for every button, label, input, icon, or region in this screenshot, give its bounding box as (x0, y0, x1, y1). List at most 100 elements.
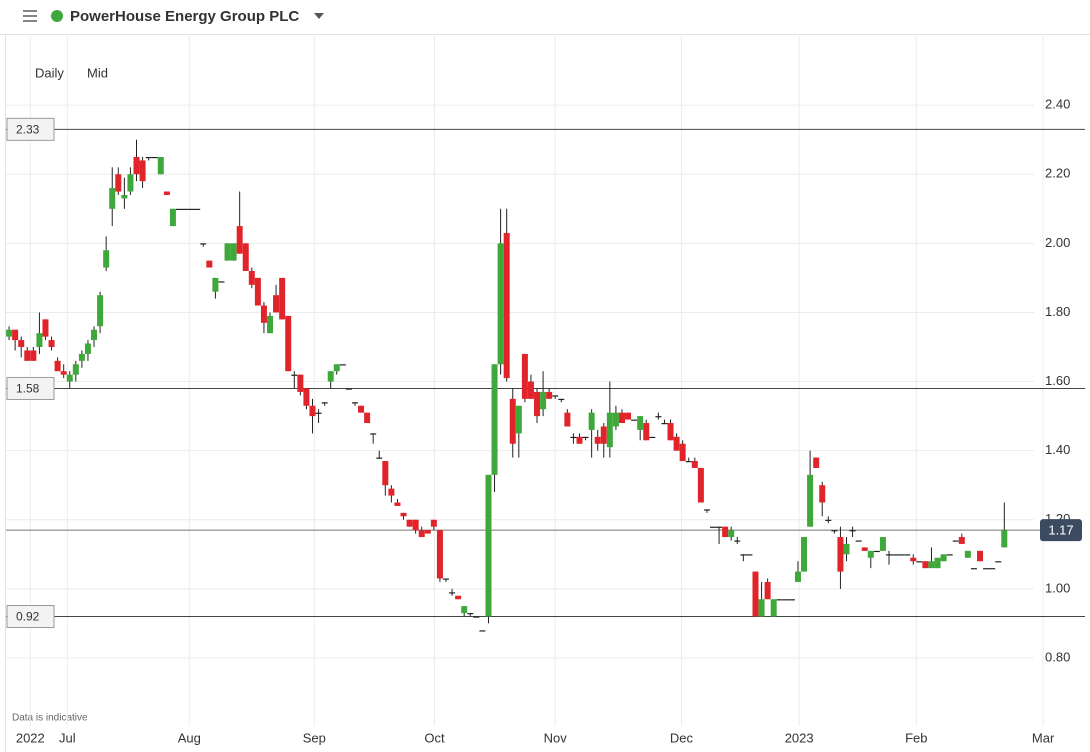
y-tick-label: 2.00 (1045, 235, 1070, 250)
candle-body (752, 571, 759, 617)
candle-body (831, 530, 838, 532)
candle-body (503, 232, 510, 379)
candle-body (570, 436, 577, 439)
candle-body (145, 156, 152, 159)
candle-body (673, 436, 680, 451)
candle-body (855, 540, 862, 542)
candle-body (722, 526, 729, 538)
candle-body (461, 606, 468, 614)
candle-body (412, 519, 419, 531)
candle-body (182, 208, 189, 210)
reference-label-box (6, 605, 55, 629)
candle-body (782, 599, 789, 601)
candle-body (103, 250, 110, 268)
price-type-button[interactable]: Mid (87, 65, 108, 80)
candle-body (436, 530, 443, 579)
candle-body (540, 391, 547, 410)
last-price-box (1040, 519, 1082, 542)
candle-body (843, 543, 850, 555)
reference-label-box (6, 376, 55, 400)
candle-body (576, 436, 583, 444)
dropdown-caret[interactable] (314, 13, 324, 19)
footnote: Data is indicative (12, 713, 88, 724)
candle-body (84, 343, 91, 354)
candle-body (807, 474, 814, 527)
candle-body (370, 433, 377, 435)
candle-body (916, 561, 923, 563)
candle-body (376, 457, 383, 459)
candle-body (254, 277, 261, 306)
candle-body (273, 295, 280, 313)
candle-body (631, 419, 638, 421)
candle-body (388, 488, 395, 496)
candle-body (819, 485, 826, 503)
candle-body (163, 191, 170, 195)
candle-body (242, 243, 249, 271)
menu-icon[interactable] (23, 10, 37, 22)
candle-body (879, 537, 886, 551)
candle-body (91, 329, 98, 341)
candle-body (491, 364, 498, 475)
candle-body (776, 599, 783, 601)
candle-body (248, 270, 255, 285)
candle-body (691, 461, 698, 468)
candle-body (582, 436, 589, 439)
candle-body (716, 526, 723, 528)
interval-button[interactable]: Daily (35, 65, 64, 80)
candle-body (892, 554, 899, 556)
candle-body (406, 519, 413, 527)
instrument-title[interactable]: PowerHouse Energy Group PLC (70, 8, 299, 25)
candle-body (18, 340, 25, 348)
candle-body (267, 315, 274, 334)
candle-body (837, 537, 844, 572)
candle-body (151, 156, 158, 159)
candle-body (612, 412, 619, 427)
candle-body (54, 360, 61, 372)
x-tick-label: Dec (670, 730, 694, 745)
candle-body (139, 160, 146, 182)
y-tick-label: 1.00 (1045, 580, 1070, 595)
x-tick-label: Oct (424, 730, 445, 745)
candle-body (218, 281, 225, 283)
candle-body (321, 402, 328, 404)
candle-body (983, 568, 990, 570)
candle-body (746, 554, 753, 556)
candle-body (655, 416, 662, 418)
y-tick-label: 2.20 (1045, 166, 1070, 181)
candle-body (479, 630, 486, 632)
candle-body (515, 405, 522, 434)
plot-area: 2022 Jul Aug Sep Oct Nov Dec 2023 Feb Mar 0.80 1.00… (6, 36, 1085, 745)
candle-body (946, 554, 953, 556)
candle-body (594, 436, 601, 444)
candle-body (697, 467, 704, 503)
x-tick-label: Mar (1032, 730, 1055, 745)
candle-body (42, 319, 49, 337)
candle-body (303, 388, 310, 406)
candle-body (30, 350, 37, 361)
candle-body (952, 540, 959, 542)
candle-body (685, 461, 692, 463)
candle-body (175, 208, 182, 210)
candle-body (740, 554, 747, 556)
candle-body (449, 592, 456, 594)
candle-body (424, 530, 431, 534)
candle-body (127, 174, 134, 192)
candle-body (230, 243, 237, 261)
candle-body (382, 461, 389, 486)
candle-body (157, 156, 164, 175)
candle-body (333, 364, 340, 372)
candle-body (910, 557, 917, 562)
candle-body (297, 374, 304, 392)
candle-body (728, 530, 735, 538)
candle-body (109, 188, 116, 209)
status-dot (51, 10, 63, 22)
candle-body (521, 353, 528, 399)
candle-body (564, 412, 571, 427)
candle-body (473, 616, 480, 618)
candle-body (534, 391, 541, 417)
candle-body (625, 412, 632, 420)
candle-body (224, 243, 231, 261)
candle-body (327, 371, 334, 382)
